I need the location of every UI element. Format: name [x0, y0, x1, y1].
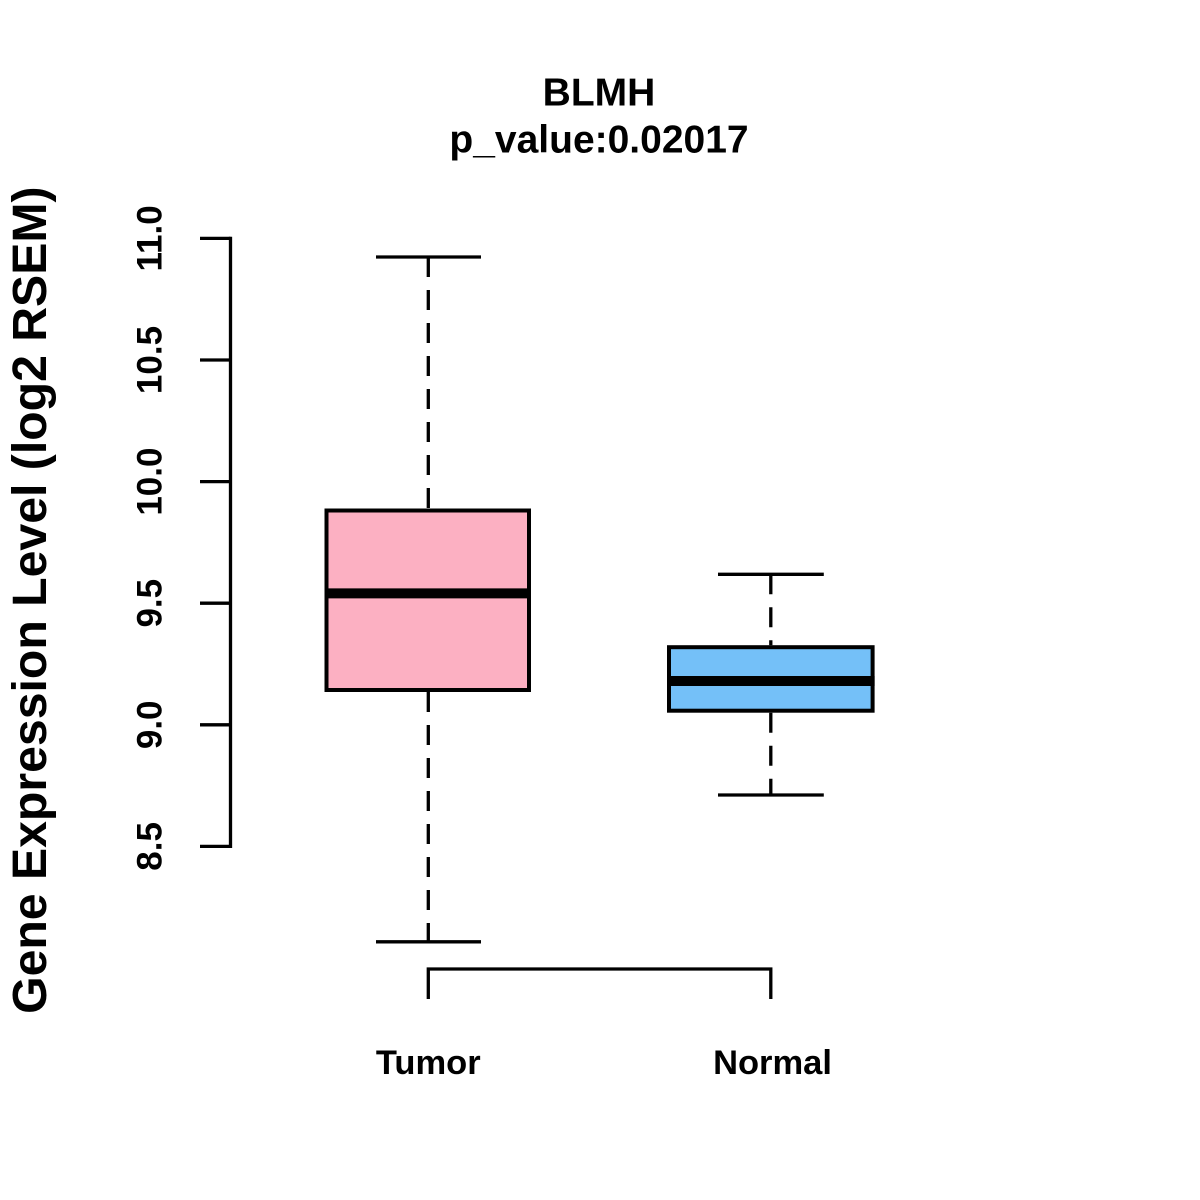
svg-text:10.5: 10.5: [131, 326, 170, 394]
svg-text:Normal: Normal: [713, 1044, 832, 1082]
svg-text:p_value:0.02017: p_value:0.02017: [449, 119, 748, 162]
svg-text:Gene Expression Level (log2 RS: Gene Expression Level (log2 RSEM): [3, 186, 57, 1013]
svg-text:BLMH: BLMH: [543, 72, 656, 115]
svg-text:9.5: 9.5: [131, 579, 170, 628]
svg-text:10.0: 10.0: [131, 448, 170, 516]
svg-text:9.0: 9.0: [131, 700, 170, 749]
svg-text:11.0: 11.0: [131, 205, 170, 271]
svg-text:8.5: 8.5: [131, 822, 170, 871]
svg-text:Tumor: Tumor: [376, 1044, 481, 1082]
